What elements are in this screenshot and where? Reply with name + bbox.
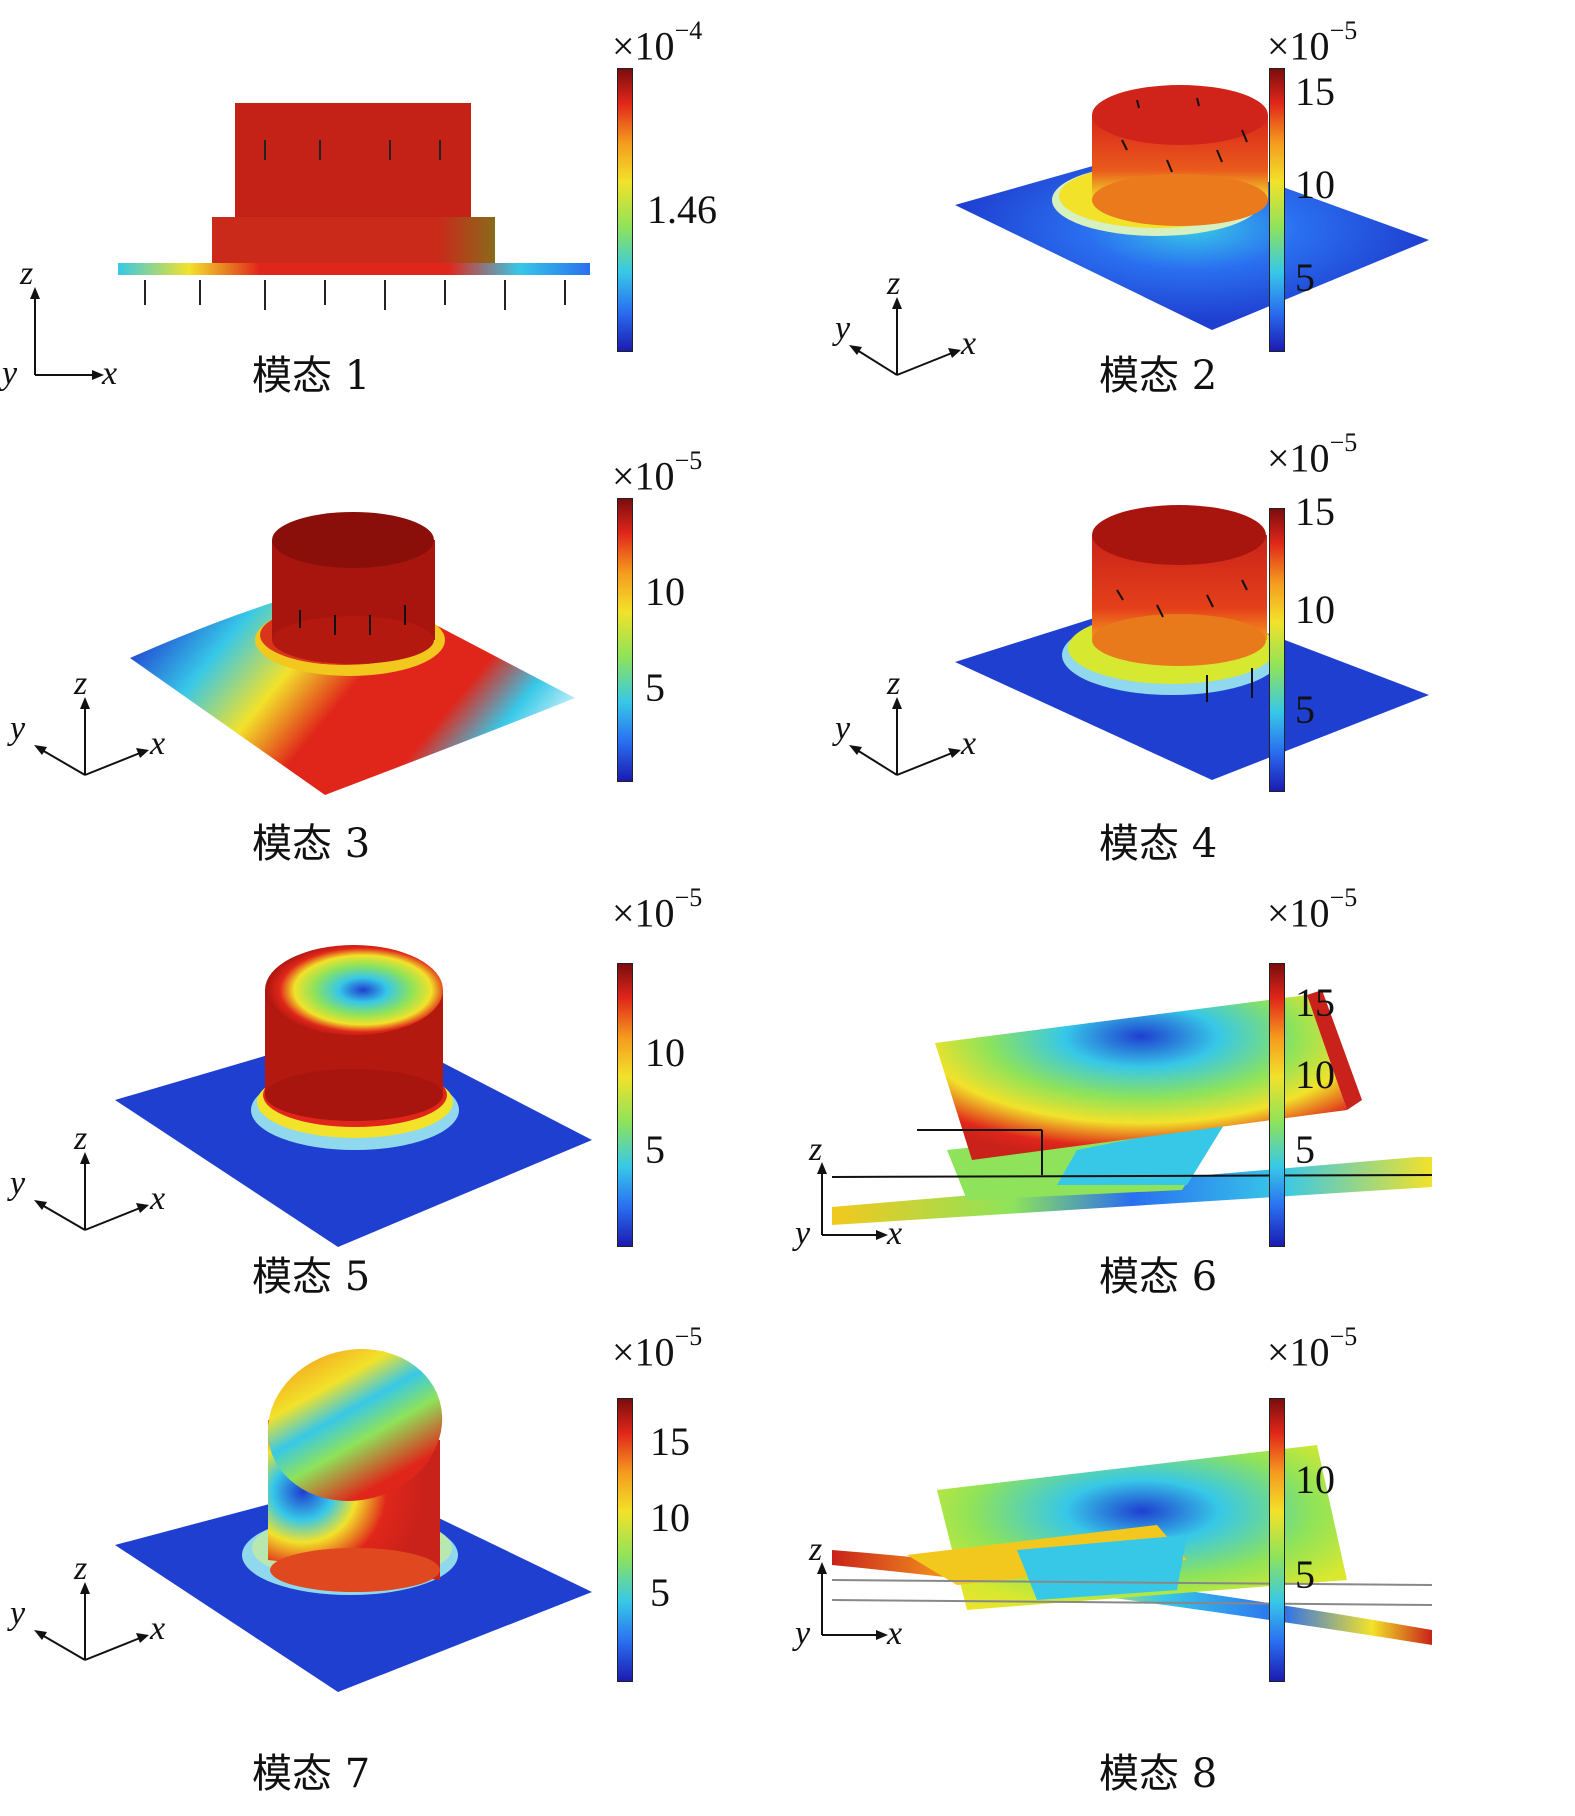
mode-5-colorbar-tick-10: 10 [645,1030,685,1075]
mode-2-y-label: y [835,310,851,347]
mode-7-colorbar-scale: ×10−5 [612,1322,703,1375]
mode-1-colorbar-tick: 1.46 [647,187,717,232]
panel-mode-7: z x y ×10−5 15 10 5 模态 7 [0,1322,787,1795]
mode-7-z-label: z [74,1550,88,1587]
mode-4-caption: 模态 4 [1099,821,1218,867]
mode-8-colorbar-tick-5: 5 [1295,1552,1315,1597]
mode-7-y-label: y [10,1595,26,1632]
mode-2-colorbar [1269,68,1285,352]
mode-4-colorbar-scale: ×10−5 [1267,428,1358,481]
panel-mode-2: z x y ×10−5 15 10 5 模态 2 [787,0,1574,450]
mode-2-axis-triad: z x y [787,255,977,390]
mode-1-colorbar [617,68,633,352]
mode-6-axis-triad: z x y [787,1131,927,1270]
mode-3-caption: 模态 3 [252,821,371,867]
panel-mode-5: z x y ×10−5 10 5 模态 5 [0,885,787,1345]
mode-7-caption: 模态 7 [252,1751,371,1797]
mode-4-colorbar-tick-5: 5 [1295,687,1315,732]
mode-7-model [115,1349,592,1692]
mode-8-colorbar [1269,1398,1285,1682]
mode-2-colorbar-tick-15: 15 [1295,69,1335,114]
mode-1-caption: 模态 1 [252,353,371,399]
mode-8-x-label: x [887,1615,903,1652]
mode-5-z-label: z [74,1120,88,1157]
mode-1-z-label: z [20,255,34,292]
mode-6-colorbar [1269,963,1285,1247]
mode-2-colorbar-tick-10: 10 [1295,162,1335,207]
mode-5-colorbar [617,963,633,1247]
mode-3-z-label: z [74,665,88,702]
mode-7-colorbar-tick-15: 15 [650,1419,690,1464]
mode-3-axis-triad: z x y [0,655,190,790]
mode-4-colorbar-tick-15: 15 [1295,489,1335,534]
mode-5-colorbar-scale: ×10−5 [612,883,703,936]
mode-3-y-label: y [10,710,26,747]
mode-4-colorbar-tick-10: 10 [1295,587,1335,632]
mode-8-y-label: y [795,1615,811,1652]
mode-6-y-label: y [795,1215,811,1252]
mode-6-colorbar-tick-5: 5 [1295,1127,1315,1172]
mode-3-colorbar [617,498,633,782]
mode-5-x-label: x [150,1180,166,1217]
mode-6-x-label: x [887,1215,903,1252]
mode-7-colorbar-tick-10: 10 [650,1495,690,1540]
mode-3-colorbar-tick-10: 10 [645,569,685,614]
mode-5-axis-triad: z x y [0,1110,190,1245]
mode-5-colorbar-tick-5: 5 [645,1127,665,1172]
mode-2-colorbar-tick-5: 5 [1295,255,1315,300]
mode-4-axis-triad: z x y [787,655,977,790]
mode-8-colorbar-scale: ×10−5 [1267,1322,1358,1375]
mode-2-z-label: z [887,265,901,302]
mode-1-y-label: y [2,355,18,392]
mode-6-caption: 模态 6 [1099,1254,1218,1300]
mode-7-colorbar [617,1398,633,1682]
mode-3-x-label: x [150,725,166,762]
mode-1-colorbar-scale: ×10−4 [612,16,703,69]
mode-8-colorbar-tick-10: 10 [1295,1457,1335,1502]
mode-3-model [130,512,575,795]
mode-1-axis-triad: z x y [0,255,140,392]
panel-mode-8: z x y ×10−5 10 5 模态 8 [787,1322,1574,1794]
mode-4-colorbar [1269,508,1285,792]
mode-6-colorbar-tick-10: 10 [1295,1052,1335,1097]
mode-3-colorbar-scale: ×10−5 [612,446,703,499]
mode-7-axis-triad: z x y [0,1540,190,1675]
mode-8-axis-triad: z x y [787,1531,927,1670]
panel-mode-3: z x y ×10−5 10 5 模态 3 [0,440,787,890]
mode-8-caption: 模态 8 [1099,1751,1218,1797]
mode-6-z-label: z [809,1131,823,1168]
mode-6-colorbar-tick-15: 15 [1295,980,1335,1025]
mode-1-model [118,103,590,310]
mode-8-z-label: z [809,1531,823,1568]
mode-4-model [955,505,1429,780]
mode-7-colorbar-tick-5: 5 [650,1570,670,1615]
panel-mode-1: z x y ×10−4 1.46 模态 1 [0,0,787,450]
mode-7-x-label: x [150,1610,166,1647]
mode-2-x-label: x [961,325,977,362]
mode-2-caption: 模态 2 [1099,353,1218,399]
mode-2-colorbar-scale: ×10−5 [1267,16,1358,69]
mode-4-x-label: x [961,725,977,762]
mode-4-y-label: y [835,710,851,747]
mode-3-colorbar-tick-5: 5 [645,665,665,710]
mode-5-y-label: y [10,1165,26,1202]
mode-6-colorbar-scale: ×10−5 [1267,883,1358,936]
mode-4-z-label: z [887,665,901,702]
mode-5-caption: 模态 5 [252,1254,371,1300]
mode-5-model [115,945,592,1247]
mode-2-model [955,85,1429,330]
panel-mode-4: z x y ×10−5 15 10 5 模态 4 [787,430,1574,890]
panel-mode-6: z x y ×10−5 15 10 5 模态 6 [787,885,1574,1345]
mode-1-x-label: x [102,355,118,392]
